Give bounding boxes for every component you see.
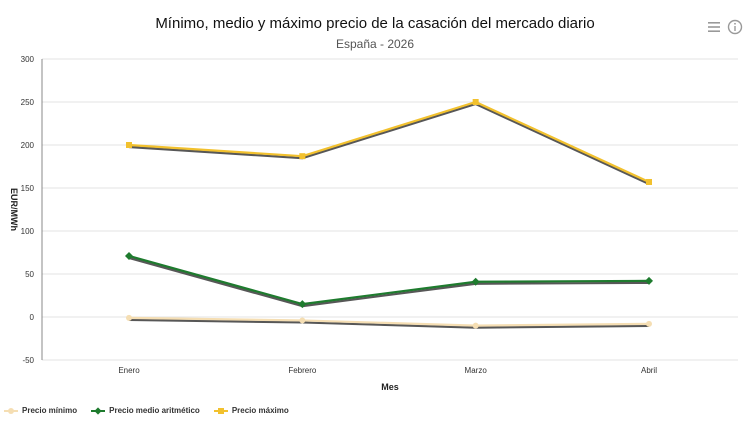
info-icon[interactable] xyxy=(727,19,743,35)
data-point[interactable] xyxy=(472,322,479,329)
legend-label: Precio mínimo xyxy=(22,406,78,415)
y-tick-label: 150 xyxy=(21,184,35,193)
data-point[interactable] xyxy=(646,320,652,327)
y-tick-label: 200 xyxy=(21,141,35,150)
legend-item[interactable]: Precio máximo xyxy=(213,406,289,415)
gridlines xyxy=(41,58,738,361)
x-axis-title: Mes xyxy=(381,382,399,392)
data-point[interactable] xyxy=(299,317,306,324)
y-tick-label: 50 xyxy=(25,270,34,279)
x-tick-label: Marzo xyxy=(465,366,488,375)
data-point[interactable] xyxy=(645,276,653,285)
hamburger-menu-icon[interactable] xyxy=(707,20,721,34)
y-tick-label: 300 xyxy=(21,55,35,64)
legend-label: Precio máximo xyxy=(231,406,289,415)
data-point[interactable] xyxy=(298,300,307,309)
data-point[interactable] xyxy=(299,153,306,160)
y-axis-ticks: -50 0 50 100 150 200 250 300 xyxy=(21,55,35,365)
legend-marker-icon xyxy=(213,407,228,415)
x-tick-label: Abril xyxy=(641,366,657,375)
data-point[interactable] xyxy=(471,277,480,286)
y-tick-label: 250 xyxy=(21,98,35,107)
x-axis-ticks: Enero Febrero Marzo Abril xyxy=(118,366,657,375)
legend-item[interactable]: Precio medio aritmético xyxy=(91,406,200,415)
data-point[interactable] xyxy=(125,251,133,260)
series-shadow xyxy=(128,318,650,329)
legend-marker-icon xyxy=(91,406,106,415)
series-shadow xyxy=(128,102,650,185)
chart-title: Mínimo, medio y máximo precio de la casa… xyxy=(155,15,595,32)
y-axis-title: EUR/MWh xyxy=(9,188,19,231)
series-line xyxy=(128,100,650,183)
series-shadow xyxy=(128,256,650,308)
chart-subtitle: España - 2026 xyxy=(335,37,415,51)
y-tick-label: 100 xyxy=(21,227,35,236)
x-tick-label: Enero xyxy=(118,366,140,375)
legend: Precio mínimo Precio medio aritmético Prec… xyxy=(4,406,289,415)
legend-marker-icon xyxy=(4,407,18,415)
y-tick-label: -50 xyxy=(22,356,34,365)
series-line xyxy=(128,316,650,327)
series-lines xyxy=(125,99,653,329)
y-tick-label: 0 xyxy=(30,313,35,322)
legend-item[interactable]: Precio mínimo xyxy=(4,406,77,415)
series-line xyxy=(128,254,650,306)
x-tick-label: Febrero xyxy=(288,366,317,375)
data-point[interactable] xyxy=(472,99,479,105)
data-point[interactable] xyxy=(126,314,132,321)
data-point[interactable] xyxy=(126,142,132,148)
legend-label: Precio medio aritmético xyxy=(109,406,200,415)
data-point[interactable] xyxy=(646,178,652,185)
